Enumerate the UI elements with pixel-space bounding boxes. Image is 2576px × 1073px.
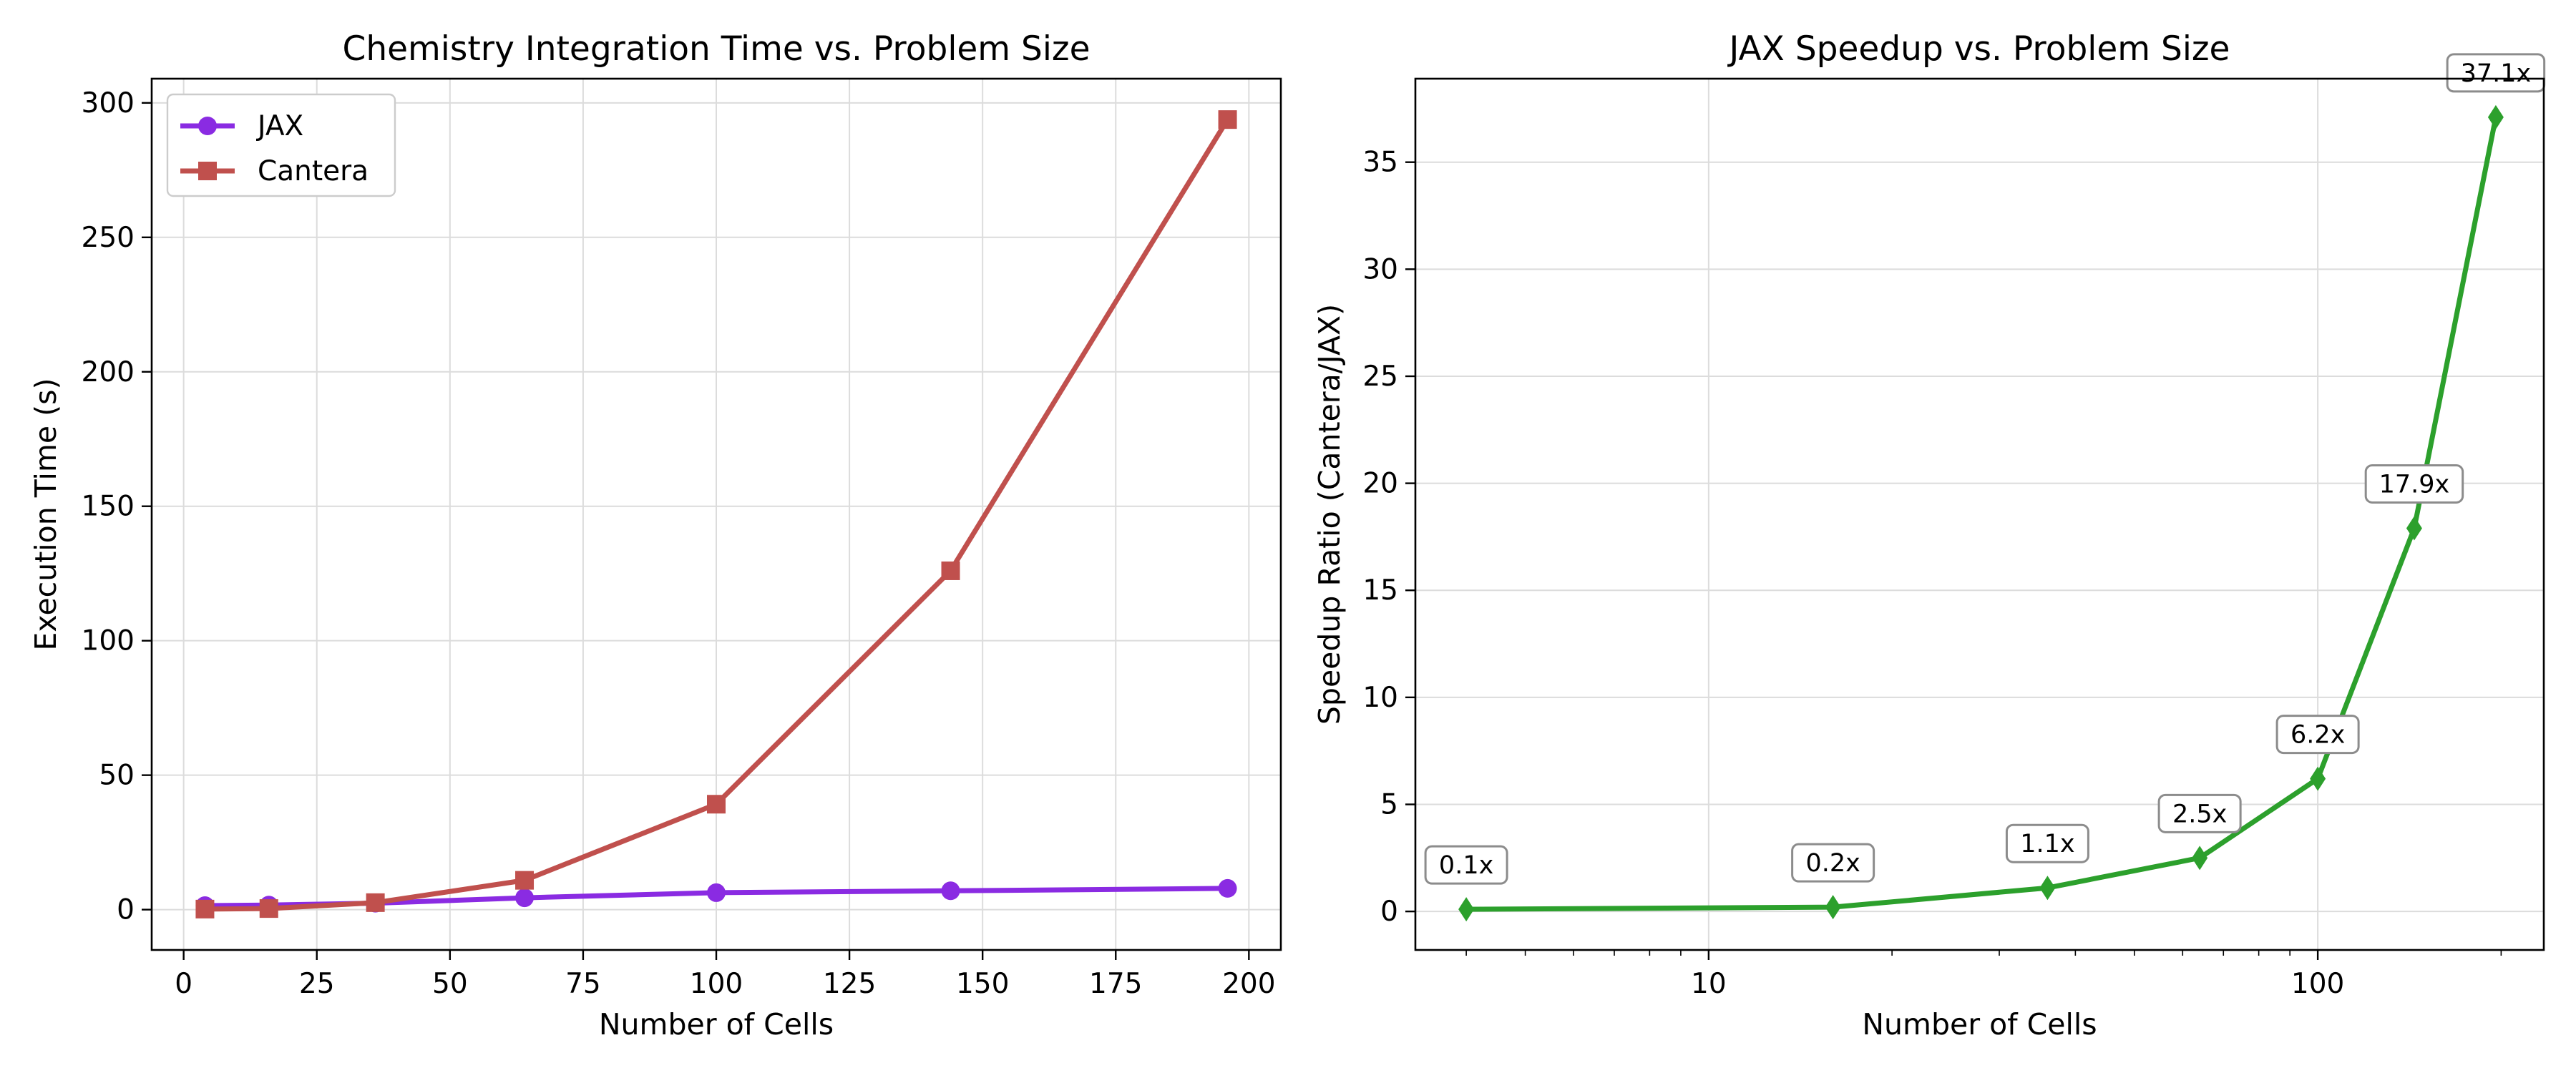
data-point <box>1825 895 1841 920</box>
legend-label: JAX <box>255 110 303 142</box>
data-point <box>707 795 726 814</box>
data-label: 0.2x <box>1791 843 1875 883</box>
y-tick-label: 10 <box>1362 682 1398 714</box>
y-tick-label: 35 <box>1362 147 1398 179</box>
data-label: 17.9x <box>2364 464 2464 504</box>
x-tick-label: 125 <box>823 968 876 1000</box>
y-tick-label: 300 <box>82 87 135 119</box>
data-label-box <box>1791 843 1875 883</box>
data-point <box>366 893 385 912</box>
data-label: 2.5x <box>2157 793 2242 833</box>
legend-label: Cantera <box>258 155 369 187</box>
data-label-text: 6.2x <box>2290 721 2345 750</box>
x-tick-label: 100 <box>2291 968 2344 1000</box>
y-tick-label: 0 <box>1380 896 1398 928</box>
data-label-box <box>1424 845 1508 885</box>
data-label-box <box>2005 823 2089 863</box>
data-label-box <box>2364 464 2464 504</box>
data-point <box>515 871 535 890</box>
legend-entry-cantera: Cantera <box>180 155 369 187</box>
data-point <box>941 561 960 580</box>
x-tick-label: 50 <box>432 968 468 1000</box>
data-label-text: 0.1x <box>1439 851 1493 880</box>
data-label-text: 1.1x <box>2020 830 2074 858</box>
data-point <box>2310 766 2326 791</box>
x-tick-label: 200 <box>1222 968 1275 1000</box>
y-tick-label: 50 <box>99 760 135 792</box>
data-point <box>1218 110 1237 129</box>
data-point <box>2039 876 2056 901</box>
data-point <box>515 888 535 908</box>
data-point <box>2406 516 2422 541</box>
data-label-text: 0.2x <box>1805 849 1860 878</box>
y-axis-label: Speedup Ratio (Cantera/JAX) <box>1312 304 1347 725</box>
chart-title: Chemistry Integration Time vs. Problem S… <box>343 29 1091 69</box>
x-tick-label: 175 <box>1089 968 1142 1000</box>
data-point <box>259 899 278 918</box>
x-tick-label: 100 <box>690 968 743 1000</box>
y-tick-label: 0 <box>117 894 135 926</box>
y-tick-label: 20 <box>1362 468 1398 500</box>
data-label-text: 37.1x <box>2461 59 2532 88</box>
data-label-box <box>2157 793 2242 833</box>
data-point <box>707 883 726 902</box>
y-axis-label: Execution Time (s) <box>29 378 63 651</box>
legend-marker <box>198 162 217 180</box>
data-label-box <box>2446 53 2546 93</box>
data-label-text: 2.5x <box>2172 800 2227 828</box>
data-label: 6.2x <box>2275 715 2360 755</box>
data-point <box>941 881 960 901</box>
y-tick-label: 200 <box>82 356 135 388</box>
data-point <box>1218 878 1237 898</box>
data-label-box <box>2275 715 2360 755</box>
data-label: 37.1x <box>2446 53 2546 93</box>
x-tick-label: 0 <box>175 968 192 1000</box>
x-tick-label: 75 <box>565 968 601 1000</box>
y-tick-label: 25 <box>1362 361 1398 393</box>
plot-frame <box>150 77 1282 951</box>
x-axis-label: Number of Cells <box>1862 1007 2097 1042</box>
x-axis-label: Number of Cells <box>599 1007 834 1042</box>
chart-title: JAX Speedup vs. Problem Size <box>1727 29 2230 69</box>
data-label: 1.1x <box>2005 823 2089 863</box>
x-tick-label: 25 <box>299 968 335 1000</box>
plot-frame <box>1414 77 2545 951</box>
x-tick-label: 10 <box>1691 968 1727 1000</box>
y-tick-label: 100 <box>82 625 135 657</box>
y-tick-label: 5 <box>1380 789 1398 821</box>
data-point <box>2192 846 2208 871</box>
legend: JAX Cantera <box>166 93 396 197</box>
y-tick-label: 150 <box>82 491 135 523</box>
legend-marker <box>198 117 217 135</box>
legend-entry-jax: JAX <box>180 110 303 142</box>
series-line-speedup <box>1463 114 2499 912</box>
data-point <box>195 899 215 918</box>
y-tick-label: 250 <box>82 222 135 254</box>
data-point <box>1458 897 1475 922</box>
chart-1: 0 25 50 75 100 125 150 175 200 0 50 100 150 200 250 300… <box>29 29 1282 1042</box>
chart-2: 10 100 0 5 10 15 20 25 30 35 0.1x 0.2x 1.1x 2.5x 6.2x 1… <box>1312 29 2546 1042</box>
x-tick-label: 150 <box>956 968 1009 1000</box>
y-tick-label: 15 <box>1362 574 1398 607</box>
data-point <box>2487 104 2504 129</box>
data-label: 0.1x <box>1424 845 1508 885</box>
data-label-text: 17.9x <box>2379 470 2450 499</box>
y-tick-label: 30 <box>1362 253 1398 285</box>
